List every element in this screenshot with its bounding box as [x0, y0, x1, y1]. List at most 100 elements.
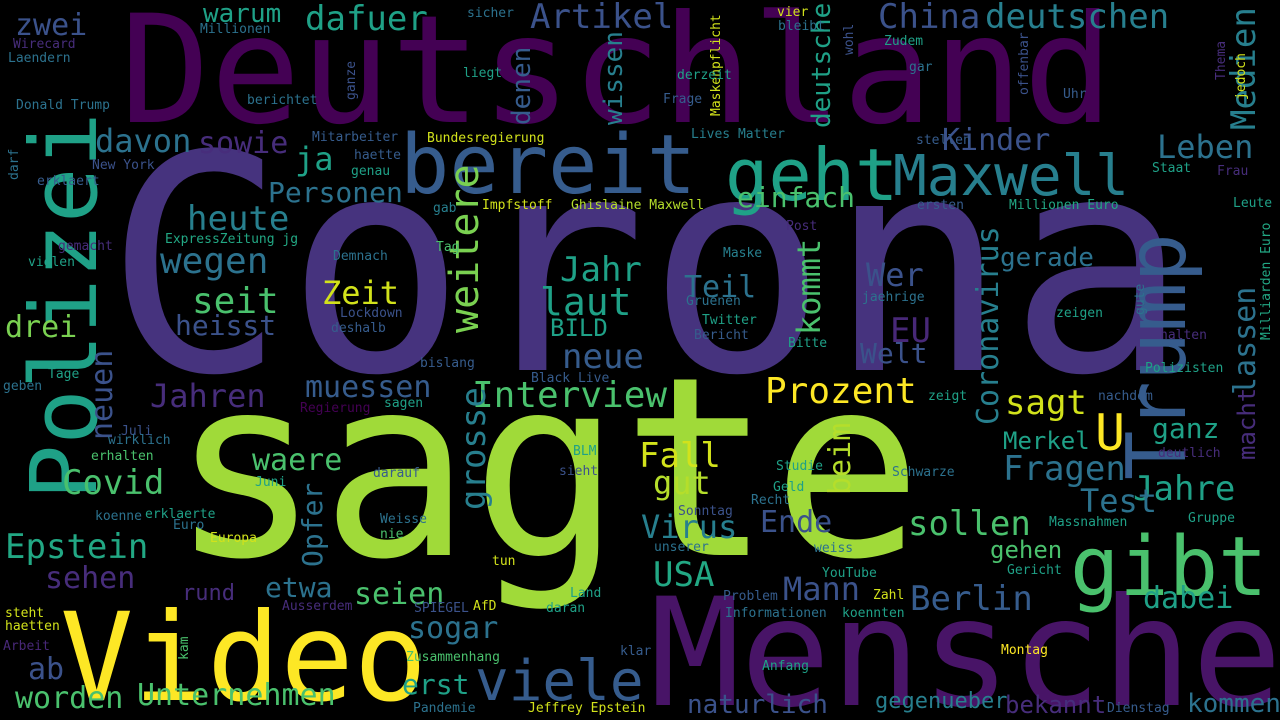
- word-neuen: neuen: [85, 350, 120, 440]
- word-nachdem: nachdem: [1098, 389, 1153, 404]
- word-lockdown: Lockdown: [340, 306, 403, 321]
- word-video: Video: [60, 587, 427, 720]
- word-pandemie: Pandemie: [413, 701, 476, 716]
- word-informationen: Informationen: [725, 606, 827, 621]
- word-bundesregierung: Bundesregierung: [427, 131, 544, 146]
- word-beim: beim: [823, 423, 858, 495]
- word-studie: Studie: [776, 459, 823, 474]
- word-vielen: vielen: [28, 255, 75, 270]
- word-gute: gute: [1133, 284, 1148, 315]
- word-haette: haette: [354, 148, 401, 163]
- word-mann: Mann: [783, 570, 860, 608]
- word-spiegel: SPIEGEL: [414, 601, 469, 616]
- word-sagte: sagte: [170, 323, 923, 614]
- word-euro: Euro: [173, 518, 204, 533]
- word-erklaert: erklaert: [37, 174, 100, 189]
- word-denen: denen: [507, 47, 537, 125]
- word-thema: Thema: [1214, 41, 1229, 80]
- word-deutsche: deutsche: [807, 3, 837, 128]
- word-erklaerte: erklaerte: [145, 507, 216, 522]
- word-jahre: Jahre: [1133, 469, 1235, 509]
- word-artikel: Artikel: [530, 0, 673, 37]
- word-weiss: weiss: [814, 541, 853, 556]
- word-ja: ja: [295, 140, 334, 178]
- word-kommen: kommen: [1187, 689, 1280, 719]
- word-kam: kam: [177, 636, 192, 660]
- word-millionen-euro: Millionen Euro: [1009, 198, 1119, 213]
- word-geben: geben: [3, 379, 42, 394]
- word-ganz: ganz: [1152, 412, 1219, 445]
- word-kommt: kommt: [790, 239, 828, 335]
- word-stellen: stellen: [916, 133, 971, 148]
- word-medien: Medien: [1224, 7, 1264, 130]
- word-bitte: Bitte: [788, 336, 827, 351]
- word-heute: heute: [187, 199, 289, 239]
- word-gericht: Gericht: [1007, 563, 1062, 578]
- word-mitarbeiter: Mitarbeiter: [312, 130, 398, 145]
- word-millionen: Millionen: [200, 22, 270, 37]
- word-regierung: Regierung: [300, 401, 370, 416]
- word-personen: Personen: [268, 176, 403, 209]
- word-koennten: koennten: [842, 606, 905, 621]
- word-interview: Interview: [472, 375, 667, 416]
- word-ende: Ende: [760, 505, 832, 540]
- word-berichtet: berichtet: [247, 93, 317, 108]
- word-anfang: Anfang: [762, 659, 809, 674]
- word-menschen: Menschen: [650, 567, 1280, 720]
- word-waere: waere: [252, 443, 342, 478]
- word-muessen: muessen: [305, 370, 431, 405]
- word-zeigen: zeigen: [1056, 306, 1103, 321]
- word-lives-matter: Lives Matter: [691, 127, 785, 142]
- word-halten: halten: [1160, 328, 1207, 343]
- word-gerade: gerade: [1000, 243, 1094, 273]
- word-fall: Fall: [639, 436, 721, 476]
- word-test: Test: [1080, 482, 1157, 520]
- word-ghislaine-maxwell: Ghislaine Maxwell: [571, 198, 704, 213]
- word-grosse: grosse: [454, 387, 494, 510]
- word-milliarden-euro: Milliarden Euro: [1259, 223, 1274, 340]
- word-jeffrey-epstein: Jeffrey Epstein: [528, 701, 645, 716]
- word-bild: BILD: [550, 314, 608, 342]
- word-maske: Maske: [723, 246, 762, 261]
- word-lassen: lassen: [1228, 287, 1263, 395]
- word-polizei: Polizei: [11, 112, 118, 500]
- word-u: U: [1095, 404, 1125, 462]
- word-steht: steht: [5, 606, 44, 621]
- word-tage: Tage: [48, 367, 79, 382]
- word-haetten: haetten: [5, 619, 60, 634]
- word-nie: nie: [380, 527, 404, 542]
- word-gar: gar: [909, 60, 933, 75]
- word-covid: Covid: [62, 463, 164, 503]
- word-zeigt: zeigt: [928, 389, 967, 404]
- word-juni: Juni: [255, 475, 286, 490]
- word-bleibt: bleibt: [778, 19, 825, 34]
- word-erhalten: erhalten: [91, 449, 154, 464]
- word-ganze: ganze: [344, 61, 359, 100]
- word-gibt: gibt: [1070, 520, 1267, 615]
- word-sowie: sowie: [198, 126, 288, 161]
- word-maskenpflicht: Maskenpflicht: [709, 14, 724, 116]
- word-sicher: sicher: [467, 6, 514, 21]
- word-jedoch: jedoch: [1234, 53, 1249, 100]
- word-frau: Frau: [1217, 164, 1248, 179]
- word-uhr: Uhr: [1063, 87, 1087, 102]
- word-deutschen: deutschen: [985, 0, 1169, 37]
- word-arbeit: Arbeit: [3, 639, 50, 654]
- word-neue: neue: [562, 337, 644, 377]
- word-worden: worden: [15, 681, 123, 716]
- word-viele: viele: [475, 649, 644, 714]
- word-seien: seien: [354, 577, 444, 612]
- word-unternehmen: Unternehmen: [137, 678, 336, 713]
- word-koenne: koenne: [95, 509, 142, 524]
- word-bislang: bislang: [420, 356, 475, 371]
- word-zeit: Zeit: [322, 274, 399, 312]
- word-bekannt: bekannt: [1005, 691, 1106, 719]
- word-davon: davon: [95, 122, 191, 160]
- word-seit: seit: [192, 281, 279, 322]
- word-klar: klar: [620, 644, 651, 659]
- word-impfstoff: Impfstoff: [482, 198, 552, 213]
- word-sonntag: Sonntag: [678, 504, 733, 519]
- word-wirklich: wirklich: [108, 433, 171, 448]
- word-schwarze: Schwarze: [892, 465, 955, 480]
- word-fragen: Fragen: [1003, 449, 1126, 489]
